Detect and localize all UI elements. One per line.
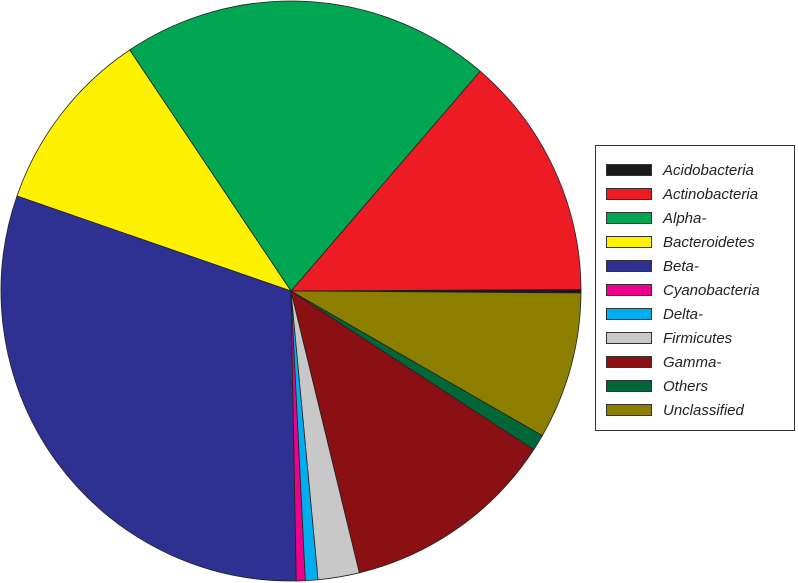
legend-item: Alpha- bbox=[606, 206, 706, 230]
legend: Acidobacteria Actinobacteria Alpha- Bactero… bbox=[595, 145, 795, 431]
legend-label: Others bbox=[663, 377, 709, 395]
legend-label: Unclassified bbox=[663, 401, 744, 419]
legend-item: Actinobacteria bbox=[606, 182, 758, 206]
pie-slice-beta bbox=[0, 195, 297, 582]
legend-label: Acidobacteria bbox=[663, 161, 754, 179]
legend-swatch bbox=[606, 284, 652, 296]
legend-label: Delta- bbox=[663, 305, 704, 323]
legend-swatch bbox=[606, 404, 652, 416]
legend-label: Alpha- bbox=[663, 209, 707, 227]
legend-item: Beta- bbox=[606, 254, 699, 278]
legend-label: Beta- bbox=[663, 257, 699, 275]
legend-item: Others bbox=[606, 374, 708, 398]
legend-label: Firmicutes bbox=[663, 329, 733, 347]
legend-item: Gamma- bbox=[606, 350, 721, 374]
legend-swatch bbox=[606, 356, 652, 368]
legend-swatch bbox=[606, 380, 652, 392]
legend-label: Gamma- bbox=[663, 353, 722, 371]
legend-label: Cyanobacteria bbox=[663, 281, 760, 299]
legend-swatch bbox=[606, 332, 652, 344]
legend-item: Firmicutes bbox=[606, 326, 732, 350]
legend-label: Bacteroidetes bbox=[663, 233, 755, 251]
legend-swatch bbox=[606, 236, 652, 248]
legend-swatch bbox=[606, 260, 652, 272]
legend-swatch bbox=[606, 164, 652, 176]
legend-item: Bacteroidetes bbox=[606, 230, 755, 254]
legend-item: Acidobacteria bbox=[606, 158, 754, 182]
legend-item: Unclassified bbox=[606, 398, 744, 422]
legend-item: Cyanobacteria bbox=[606, 278, 760, 302]
pie-slice-unclassified bbox=[289, 290, 582, 437]
pie-slice-actinobacteria bbox=[290, 70, 582, 292]
pie-slice-alpha bbox=[129, 0, 481, 292]
pie-slice-bacteroidetes bbox=[16, 49, 292, 292]
legend-swatch bbox=[606, 212, 652, 224]
legend-label: Actinobacteria bbox=[663, 185, 759, 203]
legend-swatch bbox=[606, 188, 652, 200]
legend-item: Delta- bbox=[606, 302, 703, 326]
pie-slice-gamma bbox=[290, 290, 535, 574]
legend-swatch bbox=[606, 308, 652, 320]
